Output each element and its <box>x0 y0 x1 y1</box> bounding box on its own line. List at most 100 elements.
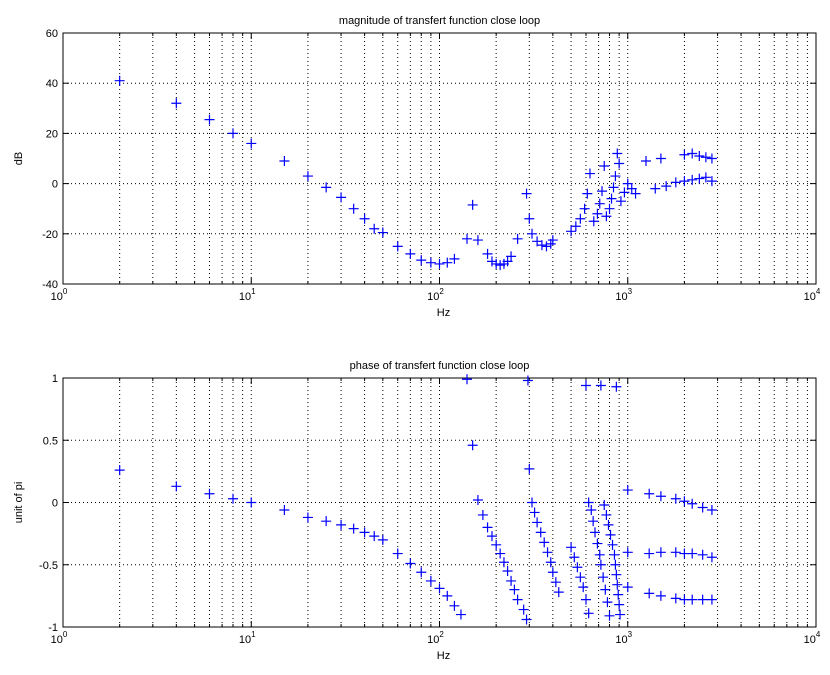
y-axis-label: unit of pi <box>13 482 25 524</box>
data-point <box>114 465 125 476</box>
data-point <box>114 75 125 86</box>
data-point <box>578 582 589 593</box>
data-point <box>536 240 547 251</box>
data-point <box>605 529 616 540</box>
data-point <box>687 174 698 185</box>
data-point <box>521 614 532 625</box>
data-point <box>615 196 626 207</box>
data-point <box>512 594 523 605</box>
data-point <box>606 193 617 204</box>
data-point <box>377 227 388 238</box>
data-point <box>348 203 359 214</box>
x-tick-label: 103 <box>615 630 632 646</box>
data-point <box>369 531 380 542</box>
data-point <box>588 516 599 527</box>
data-point <box>491 539 502 550</box>
data-point <box>455 609 466 620</box>
axes-frame <box>62 32 817 285</box>
data-point <box>321 516 332 527</box>
data-point <box>592 538 603 549</box>
data-point <box>670 493 681 504</box>
data-point <box>706 504 717 515</box>
data-point <box>644 548 655 559</box>
data-point <box>661 181 672 192</box>
data-point <box>622 178 633 189</box>
data-point <box>302 512 313 523</box>
data-point <box>697 594 708 605</box>
data-point <box>405 248 416 259</box>
y-tick-label: -40 <box>42 279 58 291</box>
data-point <box>302 171 313 182</box>
data-point <box>588 216 599 227</box>
x-tick-label: 104 <box>804 287 821 303</box>
data-point <box>566 542 577 553</box>
data-point <box>630 188 641 199</box>
data-point <box>626 183 637 194</box>
data-point <box>583 497 594 508</box>
data-point <box>416 255 427 266</box>
data-point <box>472 495 483 506</box>
data-point <box>572 562 583 573</box>
data-point <box>670 177 681 188</box>
data-point <box>518 604 529 615</box>
x-tick-label: 103 <box>615 287 632 303</box>
data-point <box>405 558 416 569</box>
data-point <box>462 374 473 385</box>
data-point <box>369 223 380 234</box>
data-point <box>425 575 436 586</box>
data-point <box>603 519 614 530</box>
y-tick-label: 20 <box>46 128 58 140</box>
data-point <box>204 114 215 125</box>
data-point <box>607 539 618 550</box>
y-tick-label: 0 <box>52 498 58 510</box>
data-point <box>171 481 182 492</box>
y-tick-label: -20 <box>42 229 58 241</box>
data-point <box>449 600 460 611</box>
data-point <box>506 251 517 262</box>
data-point <box>506 575 517 586</box>
data-point <box>526 497 537 508</box>
data-point <box>670 593 681 604</box>
data-point <box>377 534 388 545</box>
data-point <box>679 176 690 187</box>
y-tick-label: -1 <box>48 622 58 634</box>
data-point <box>550 577 561 588</box>
axes-frame <box>62 377 817 628</box>
data-point <box>595 559 606 570</box>
data-point <box>228 493 239 504</box>
data-point <box>644 588 655 599</box>
data-point <box>477 509 488 520</box>
y-tick-label: 0.5 <box>43 435 58 447</box>
data-point <box>542 547 553 558</box>
data-point <box>590 527 601 538</box>
data-point <box>392 241 403 252</box>
data-point <box>644 488 655 499</box>
data-point <box>655 547 666 558</box>
x-tick-label: 100 <box>51 630 68 646</box>
data-point <box>622 582 633 593</box>
data-point <box>594 549 605 560</box>
data-point <box>613 589 624 600</box>
data-point <box>687 594 698 605</box>
data-point <box>687 498 698 509</box>
y-tick-label: 40 <box>46 78 58 90</box>
data-point <box>586 504 597 515</box>
data-point <box>622 547 633 558</box>
data-point <box>502 256 513 267</box>
data-point <box>611 381 622 392</box>
data-point <box>700 172 711 183</box>
y-axis-label: dB <box>13 152 25 165</box>
data-point <box>541 241 552 252</box>
data-point <box>600 584 611 595</box>
data-point <box>615 609 626 620</box>
data-point <box>655 590 666 601</box>
data-point <box>579 203 590 214</box>
data-point <box>535 527 546 538</box>
data-point <box>612 148 623 159</box>
data-point <box>246 497 257 508</box>
data-point <box>524 463 535 474</box>
data-point <box>612 579 623 590</box>
data-point <box>575 572 586 583</box>
data-point <box>697 549 708 560</box>
